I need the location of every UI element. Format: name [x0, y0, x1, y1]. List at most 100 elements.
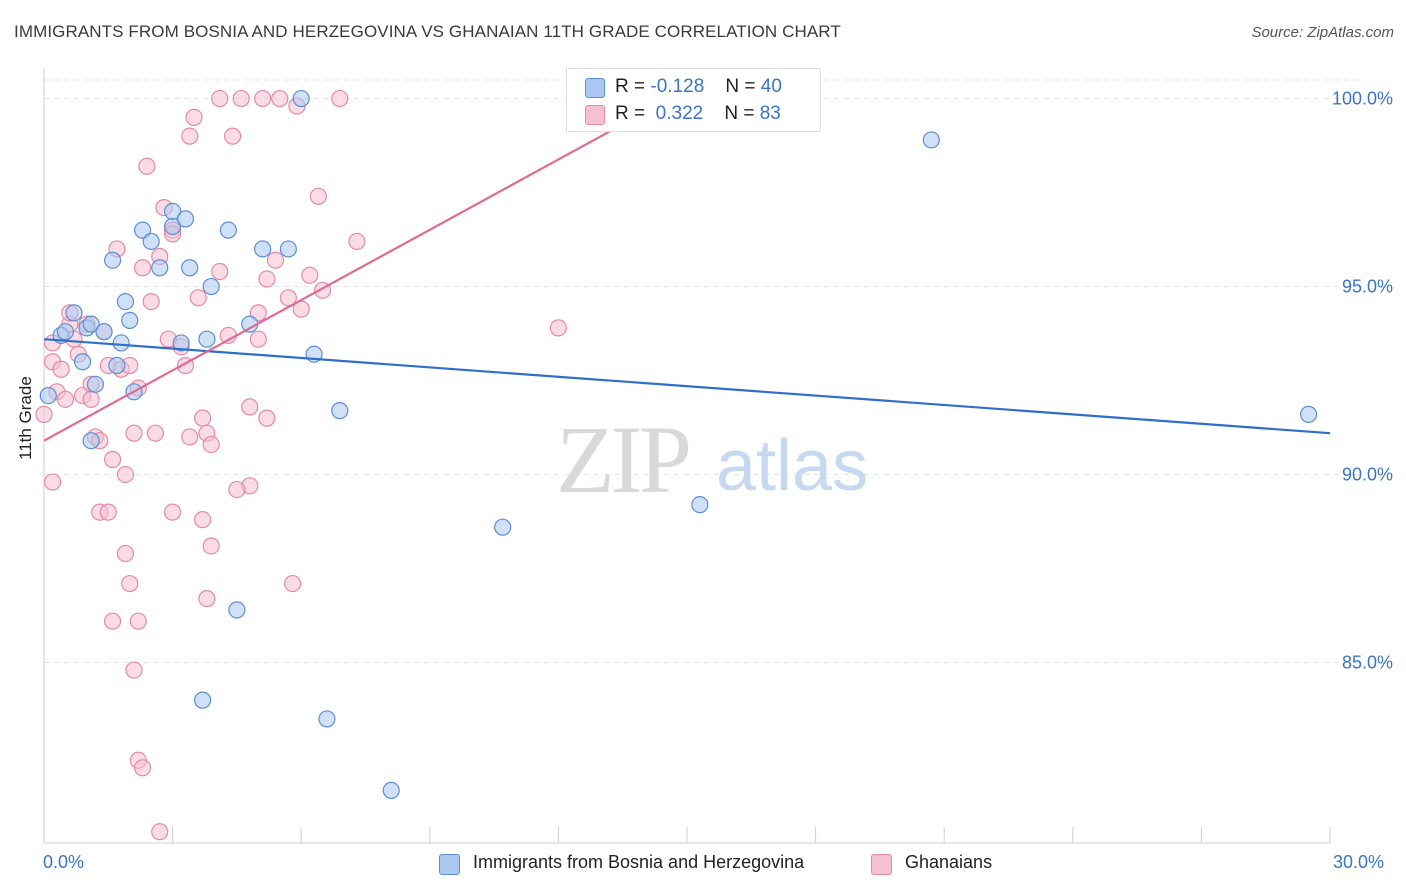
ghanaians-point — [279, 289, 297, 307]
ghanaians-point — [133, 759, 152, 777]
ghanaians-point — [138, 157, 156, 175]
ghanaians-point — [99, 503, 117, 521]
bosnia-point — [112, 334, 130, 352]
bottom-legend-label-ghanaians: Ghanaians — [905, 852, 993, 872]
watermark-atlas: atlas — [716, 426, 868, 506]
correlation-legend: R = -0.128 N = 40 R = 0.322 N = 83 — [566, 68, 821, 132]
legend-r-label-2: R = — [615, 103, 646, 124]
ghanaians-point — [194, 511, 212, 529]
watermark-zip: ZIP — [556, 406, 689, 513]
ghanaians-point — [121, 574, 139, 593]
source-label: Source: ZipAtlas.com — [1251, 24, 1394, 41]
legend-n-label-2: N = — [724, 103, 755, 124]
ghanaians-point — [194, 409, 212, 427]
ghanaians-point — [56, 390, 75, 408]
y-tick-label: 85.0% — [1342, 653, 1393, 673]
bosnia-point — [228, 601, 246, 619]
ghanaians-point — [211, 89, 229, 108]
bosnia-points — [39, 89, 1318, 799]
bosnia-point — [73, 353, 92, 371]
ghanaians-point — [301, 266, 319, 284]
bosnia-point — [331, 402, 349, 420]
ghanaians-point — [103, 450, 122, 469]
ghanaians-point — [164, 503, 182, 521]
ghanaians-trend-line — [43, 97, 671, 442]
legend-swatch-pink — [585, 105, 605, 125]
bosnia-point — [164, 202, 182, 220]
x-axis-min-label: 0.0% — [43, 852, 85, 872]
ghanaians-point — [35, 405, 53, 423]
bosnia-point — [151, 259, 169, 277]
ghanaians-point — [189, 289, 207, 307]
ghanaians-point — [211, 262, 229, 281]
legend-r-value-2: 0.322 — [655, 103, 704, 124]
axes — [43, 68, 1331, 844]
bosnia-point — [279, 240, 297, 258]
ghanaians-point — [82, 390, 100, 408]
bottom-legend-label-bosnia: Immigrants from Bosnia and Herzegovina — [473, 852, 805, 872]
bosnia-trend-line — [43, 338, 1331, 435]
ghanaians-point — [125, 424, 143, 442]
watermark: ZIP atlas — [556, 406, 868, 513]
ghanaians-point — [43, 473, 62, 491]
legend-r-label-1: R = — [615, 76, 646, 97]
ghanaians-point — [331, 89, 349, 108]
legend-n-value-1: 40 — [760, 76, 782, 97]
bosnia-point — [65, 304, 83, 322]
bosnia-point — [318, 710, 336, 728]
ghanaians-point — [271, 89, 289, 108]
bottom-legend-swatch-pink — [871, 854, 892, 875]
ghanaians-point — [198, 590, 216, 608]
ghanaians-point — [228, 480, 246, 499]
ghanaians-point — [129, 612, 147, 630]
ghanaians-point — [116, 465, 135, 484]
bosnia-point — [691, 496, 709, 514]
y-tick-label: 95.0% — [1342, 277, 1393, 297]
x-axis-max-label: 30.0% — [1333, 852, 1385, 872]
bosnia-point — [382, 781, 400, 799]
bosnia-point — [56, 323, 75, 341]
ghanaians-point — [146, 424, 165, 442]
ghanaians-point — [52, 360, 70, 378]
ghanaians-points — [35, 89, 568, 841]
bosnia-point — [142, 232, 160, 251]
ghanaians-point — [103, 612, 122, 630]
trend-lines — [43, 97, 1331, 442]
legend-r-value-1: -0.128 — [650, 76, 705, 97]
ghanaians-point — [224, 127, 242, 145]
ghanaians-point — [133, 259, 152, 277]
ghanaians-point — [202, 537, 220, 555]
legend-n-value-2: 83 — [759, 103, 781, 124]
ghanaians-point — [202, 435, 220, 454]
chart-title: IMMIGRANTS FROM BOSNIA AND HERZEGOVINA V… — [14, 22, 841, 41]
bottom-legend-swatch-blue — [439, 854, 460, 875]
ghanaians-point — [309, 187, 327, 205]
ghanaians-point — [142, 292, 160, 311]
bosnia-point — [103, 251, 122, 269]
ghanaians-point — [185, 108, 203, 126]
bosnia-point — [219, 221, 237, 239]
ghanaians-point — [266, 251, 285, 269]
bosnia-point — [292, 89, 310, 108]
bosnia-point — [121, 311, 139, 329]
y-axis-label: 11th Grade — [16, 376, 35, 460]
bosnia-point — [86, 375, 105, 393]
gridlines — [44, 79, 1360, 664]
bosnia-point — [202, 277, 220, 296]
bosnia-point — [1299, 405, 1318, 423]
bosnia-point — [254, 240, 272, 258]
ghanaians-point — [258, 409, 276, 427]
bosnia-point — [82, 432, 100, 450]
bosnia-point — [922, 131, 940, 149]
ghanaians-point — [125, 661, 143, 679]
ghanaians-point — [181, 127, 199, 145]
ghanaians-point — [241, 398, 259, 416]
y-tick-label: 90.0% — [1342, 465, 1393, 485]
y-tick-label: 100.0% — [1332, 89, 1393, 109]
ghanaians-point — [232, 89, 250, 108]
bosnia-point — [494, 518, 512, 536]
ghanaians-point — [258, 270, 276, 288]
bosnia-point — [82, 315, 100, 333]
bosnia-point — [172, 334, 190, 352]
